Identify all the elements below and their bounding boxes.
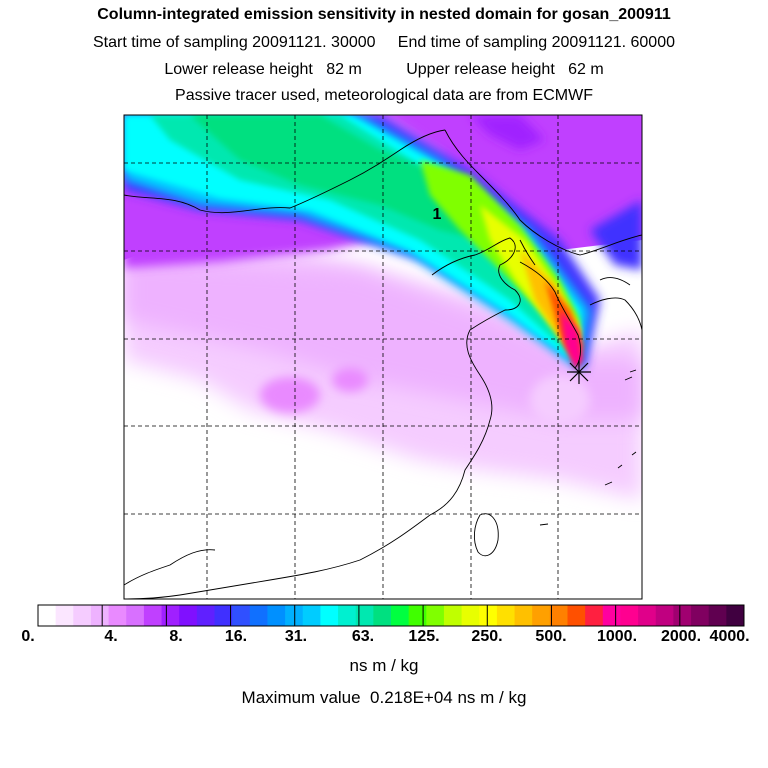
graticule xyxy=(124,115,642,599)
colorbar-tick-label: 500. xyxy=(535,628,567,645)
colorbar-swatch xyxy=(620,605,639,626)
colorbar-swatch xyxy=(355,605,374,626)
map-label: 1 xyxy=(433,206,442,223)
colorbar-swatch xyxy=(708,605,727,626)
colorbar-tick-label: 16. xyxy=(224,628,248,645)
colorbar-tick-label: 31. xyxy=(284,628,308,645)
colorbar-swatch xyxy=(249,605,268,626)
colorbar-frame xyxy=(37,604,745,627)
colorbar-tick-label: 63. xyxy=(351,628,375,645)
colorbar-tick-label: 2000. xyxy=(660,628,702,645)
colorbar-swatch xyxy=(638,605,657,626)
colorbar-swatch xyxy=(461,605,480,626)
colorbar-swatch xyxy=(338,605,357,626)
asterisk-release-point-icon xyxy=(567,360,591,384)
sensitivity-field xyxy=(124,115,642,599)
colorbar-tick-label: 4. xyxy=(104,628,118,645)
colorbar-swatch xyxy=(408,605,427,626)
colorbar-swatch xyxy=(585,605,604,626)
maximum-value-text: Maximum value 0.218E+04 ns m / kg xyxy=(241,688,527,707)
colorbar-swatch xyxy=(673,605,692,626)
colorbar-swatch xyxy=(302,605,321,626)
colorbar-swatch xyxy=(373,605,392,626)
colorbar-tick-label: 0. xyxy=(21,628,35,645)
colorbar-swatch xyxy=(479,605,498,626)
colorbar-swatch xyxy=(55,605,74,626)
map-frame xyxy=(123,114,643,600)
colorbar-swatch xyxy=(496,605,516,626)
colorbar-swatch xyxy=(691,605,710,626)
colorbar-swatch xyxy=(73,605,92,626)
colorbar-swatch xyxy=(320,605,339,626)
colorbar-swatch xyxy=(126,605,145,626)
colorbar-swatch xyxy=(38,605,57,626)
colorbar-swatch xyxy=(161,605,180,626)
sampling-time-line: Start time of sampling 20091121. 30000 E… xyxy=(92,34,675,51)
colorbar-swatch xyxy=(602,605,621,626)
colorbar-swatch xyxy=(90,605,110,626)
colorbar-swatch xyxy=(514,605,533,626)
colorbar-tick-label: 8. xyxy=(169,628,183,645)
colorbar-tick-label: 250. xyxy=(471,628,503,645)
colorbar-tick-label: 125. xyxy=(408,628,440,645)
release-height-line: Lower release height 82 m Upper release … xyxy=(164,61,604,78)
colorbar-unit: ns m / kg xyxy=(349,656,419,675)
colorbar-swatch xyxy=(532,605,551,626)
colorbar-swatch xyxy=(285,605,304,626)
plot-title: Column-integrated emission sensitivity i… xyxy=(97,6,671,23)
colorbar-swatch xyxy=(655,605,674,626)
coastlines xyxy=(124,129,642,599)
colorbar-swatch xyxy=(196,605,215,626)
colorbar-swatch xyxy=(232,605,251,626)
tracer-info-line: Passive tracer used, meteorological data… xyxy=(175,87,593,104)
colorbar-tick-label: 4000. xyxy=(709,628,750,645)
colorbar-swatch xyxy=(108,605,127,626)
colorbar-swatch xyxy=(391,605,410,626)
colorbar-swatch xyxy=(267,605,286,626)
colorbar-swatch xyxy=(726,605,745,626)
colorbar-tick-label: 1000. xyxy=(596,628,638,645)
colorbar-swatch xyxy=(426,605,445,626)
colorbar-swatch xyxy=(443,605,463,626)
colorbar xyxy=(37,604,745,627)
colorbar-swatch xyxy=(143,605,163,626)
colorbar-swatch xyxy=(549,605,568,626)
colorbar-swatch xyxy=(567,605,586,626)
colorbar-swatch xyxy=(179,605,198,626)
colorbar-swatch xyxy=(214,605,233,626)
